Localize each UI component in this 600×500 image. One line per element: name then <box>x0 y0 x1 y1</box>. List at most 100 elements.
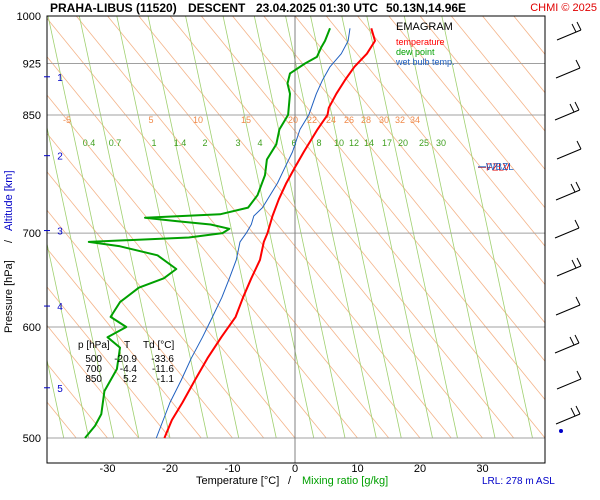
mixing-ratio-line <box>403 16 496 439</box>
dry-adiabat-label: 24 <box>326 115 336 125</box>
dry-adiabat-line <box>47 132 296 439</box>
altitude-tick-label: 4 <box>57 302 63 313</box>
table-cell: 5.2 <box>123 374 137 385</box>
mixing-ratio-line <box>78 16 171 439</box>
mixing-ratio-line <box>310 16 402 439</box>
x-tick-label: 0 <box>292 463 298 475</box>
wbzl-label: WBZL <box>486 162 514 173</box>
dry-adiabat-line <box>263 16 545 362</box>
dry-adiabat-line <box>47 286 171 439</box>
legend-wet-bulb: wet bulb temp. <box>395 57 455 67</box>
dry-adiabat-label: 5 <box>148 115 153 125</box>
wind-barb-feather <box>576 370 582 380</box>
mixing-ratio-line <box>253 16 346 439</box>
station-coords: 50.13N,14.96E <box>386 1 466 15</box>
table-cell: -20.9 <box>114 354 137 365</box>
dew-point-series-line <box>84 27 331 439</box>
dry-adiabat-line <box>388 16 545 209</box>
mixing-ratio-label: 3 <box>235 138 240 148</box>
altitude-tick-label: 5 <box>57 384 63 395</box>
dry-adiabat-label: 32 <box>395 115 405 125</box>
x-tick-label: 10 <box>351 463 363 475</box>
table-cell: 500 <box>85 354 102 365</box>
dry-adiabat-line <box>591 0 600 438</box>
wind-barb-shaft <box>556 265 582 277</box>
x-axis-separator: / <box>288 475 292 487</box>
dry-adiabat-line <box>47 247 202 439</box>
wind-barb-shaft <box>555 189 581 201</box>
copyright-label[interactable]: CHMI © 2025 <box>530 2 597 14</box>
wind-barb-feather <box>574 101 580 111</box>
table-cell: -33.6 <box>151 354 174 365</box>
x-tick-label: 30 <box>476 463 488 475</box>
wind-barb-feather <box>574 219 580 229</box>
y-tick-label: 600 <box>23 322 41 334</box>
plot-frame <box>46 15 546 464</box>
mixing-ratio-label: 30 <box>436 138 446 148</box>
dry-adiabat-label: 15 <box>241 115 251 125</box>
wind-barb-feather <box>576 140 582 150</box>
wind-barb-feather <box>571 23 577 33</box>
dry-adiabat-line <box>560 0 600 438</box>
wind-barb-feather <box>575 296 581 306</box>
mixing-ratio-label: 12 <box>349 138 359 148</box>
mixing-ratio-label: 8 <box>316 138 321 148</box>
dry-adiabat-line <box>544 16 545 17</box>
wind-barb-shaft <box>555 67 581 79</box>
legend-dew-point: dew point <box>396 47 435 57</box>
dry-adiabat-line <box>75 16 421 439</box>
mixing-ratio-label: 10 <box>334 138 344 148</box>
fzlv-label: FZLV <box>486 162 510 173</box>
wind-barb-shaft <box>554 342 580 354</box>
mixing-ratio-line <box>47 16 140 439</box>
dry-adiabat-label: 22 <box>307 115 317 125</box>
mixing-ratio-line <box>47 358 65 439</box>
altitude-tick-label: 1 <box>57 73 63 84</box>
mixing-ratio-label: 0.7 <box>109 138 122 148</box>
dry-adiabat-line <box>357 16 545 247</box>
table-cell: -4.4 <box>120 364 138 375</box>
dry-adiabat-line <box>232 16 545 401</box>
dry-adiabat-line <box>200 16 545 439</box>
temperature-series-line <box>163 28 376 439</box>
summary-table: p [hPa] T Td [°C] 500 -20.9 -33.6 700 -4… <box>78 340 174 385</box>
mixing-ratio-line <box>185 16 277 439</box>
mixing-ratio-label: 6 <box>291 138 296 148</box>
wind-barb-shaft <box>554 109 580 121</box>
dry-adiabat-label: 10 <box>193 115 203 125</box>
mixing-ratio-label: 1.4 <box>174 138 187 148</box>
wind-barb-shaft <box>556 148 582 160</box>
wind-barb-feather <box>575 405 581 415</box>
dry-adiabat-line <box>169 16 515 439</box>
x-axis-title-mixing: Mixing ratio [g/kg] <box>302 475 388 487</box>
table-cell: -11.6 <box>152 364 174 375</box>
wind-barb-shaft <box>555 304 581 316</box>
wind-barb-feather <box>571 259 577 269</box>
table-cell: -1.1 <box>157 374 175 385</box>
y-tick-label: 1000 <box>17 11 41 23</box>
legend-temperature: temperature <box>396 37 445 47</box>
dry-adiabat-line <box>419 16 545 171</box>
y-tick-label: 500 <box>23 433 41 445</box>
dry-adiabat-line <box>482 16 545 94</box>
dry-adiabat-line <box>47 17 390 439</box>
wind-barb-feather <box>576 257 582 267</box>
table-cell: 700 <box>85 364 102 375</box>
wind-barb-feather <box>570 183 576 193</box>
profiles-group <box>84 27 376 439</box>
table-header-p: p [hPa] <box>78 340 110 351</box>
y-axis-title: Pressure [hPa] <box>3 260 15 333</box>
wet-bulb-temp-series-line <box>155 28 351 439</box>
x-tick-label: 20 <box>414 463 426 475</box>
table-cell: 850 <box>85 374 102 385</box>
dry-adiabat-line <box>138 16 483 439</box>
mixing-ratio-label: 20 <box>398 138 408 148</box>
table-header-t: T <box>124 340 130 351</box>
wind-barb-feather <box>569 103 575 113</box>
mixing-ratio-label: 25 <box>419 138 429 148</box>
y-tick-label: 850 <box>23 110 41 122</box>
wind-barb-shaft <box>554 227 580 239</box>
x-tick-label: -20 <box>162 463 178 475</box>
dry-adiabat-line <box>450 16 545 132</box>
